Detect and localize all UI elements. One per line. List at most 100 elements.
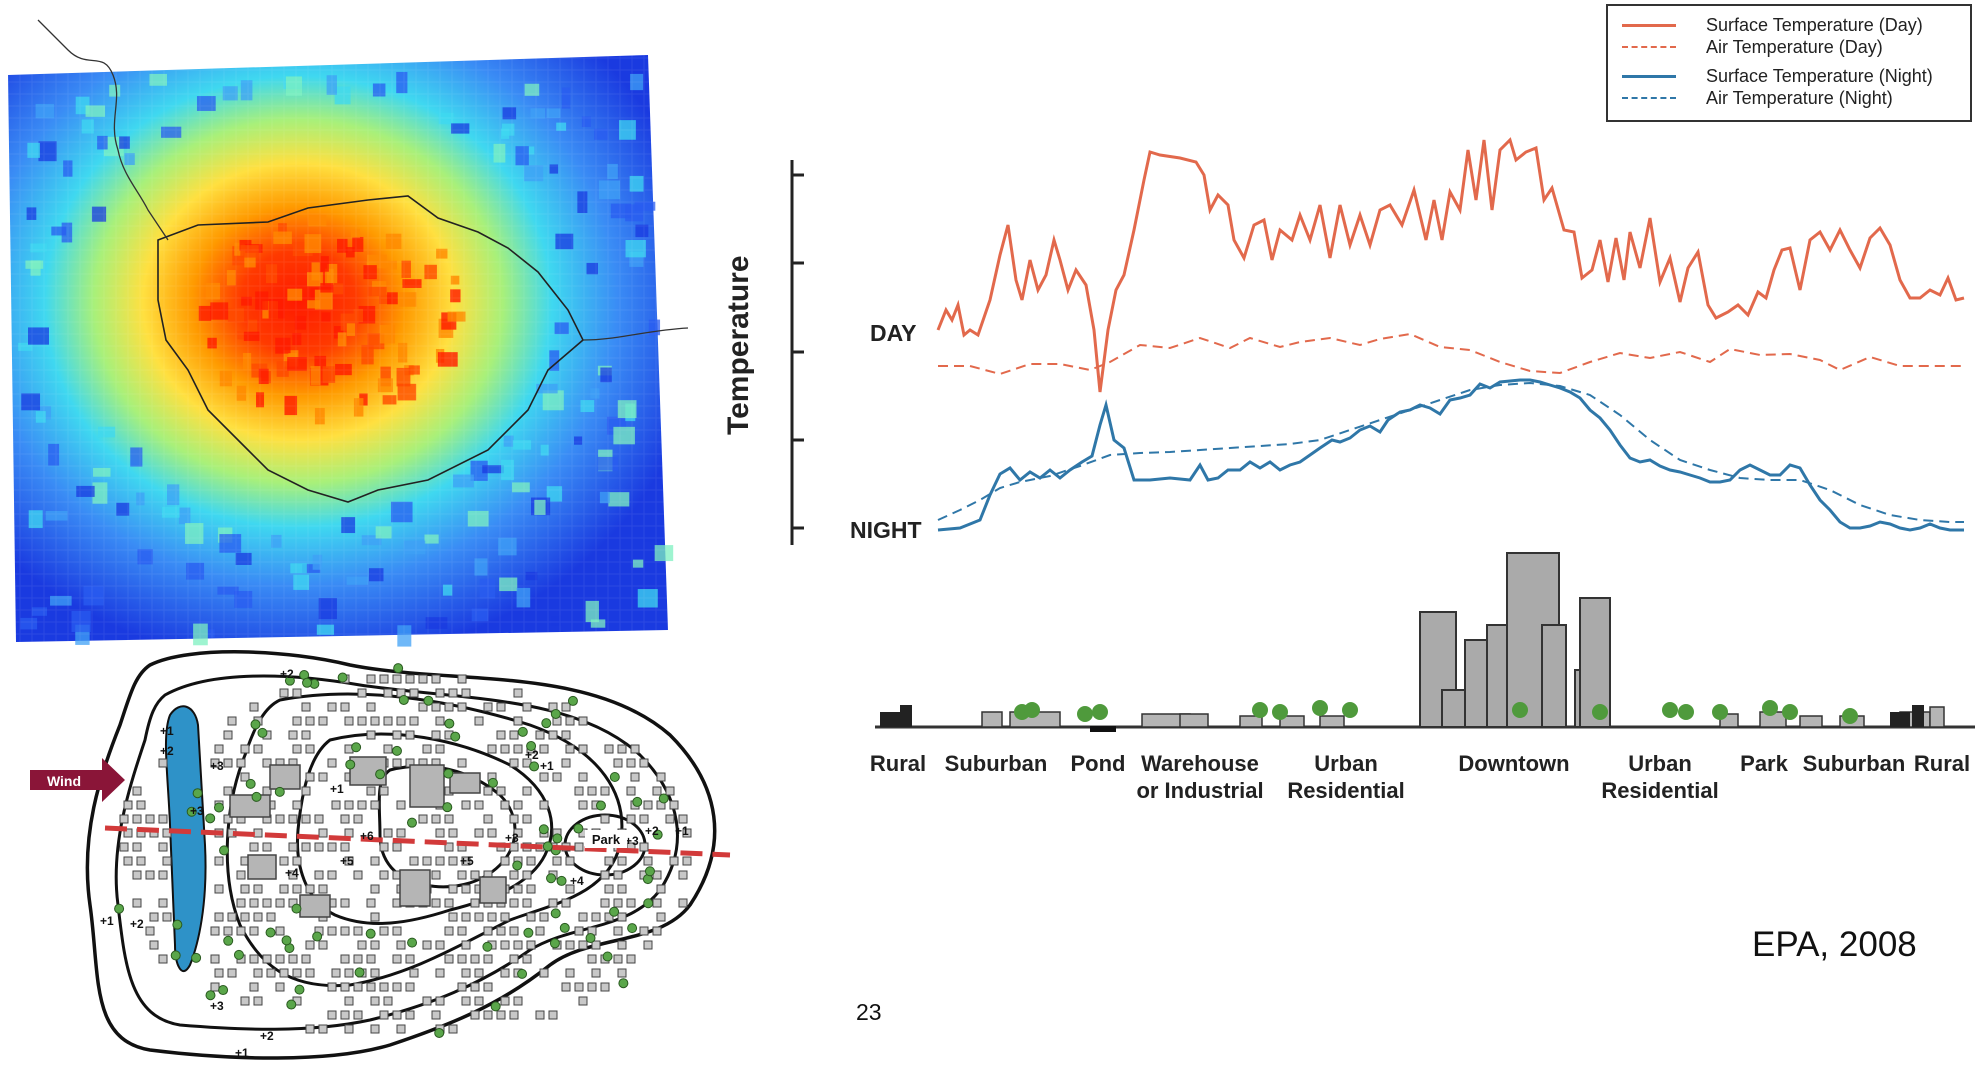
y-axis-label: Temperature [722,255,755,435]
legend-item-day-air: Air Temperature (Day) [1608,36,1970,58]
zone-label: Urban Residential [1601,751,1719,803]
skyline-tree [1092,704,1108,720]
urban-heat-island-contour-map: Wind +1 +2 +3 +4 +5 +6 +5 +4 +3 +2 +1 +3 +2 +1 +2 +1 +3 +… [30,645,750,1063]
skyline-building [1541,624,1567,728]
skyline-tree [1077,706,1093,722]
wind-arrow-icon [30,758,125,802]
skyline-small-building [1179,713,1209,728]
night-surface-temperature-line [937,378,1964,532]
zone-label: Rural [1913,751,1971,776]
night-label: NIGHT [850,517,922,543]
legend-swatch [1622,97,1676,99]
isotherm-label: +1 [675,824,689,838]
skyline-tree [1342,702,1358,718]
isotherm-label: +5 [460,854,474,868]
isotherm-label: +2 [280,667,294,681]
zone-label: Suburban [1802,751,1906,776]
zone-label: Rural [869,751,927,776]
skyline-small-building [981,711,1003,728]
skyline-tree [1252,702,1268,718]
skyline-small-building [1239,715,1263,728]
isotherm-label: +3 [210,999,224,1013]
legend-swatch [1622,24,1676,27]
isotherm-label: +3 [210,759,224,773]
skyline-small-building [1319,715,1345,728]
isotherm-label: +1 [330,782,344,796]
isotherm-label: +1 [235,1046,249,1060]
day-air-temperature-line [938,332,1964,376]
skyline-tree [1712,704,1728,720]
legend-item-night-surface: Surface Temperature (Night) [1608,65,1970,87]
skyline-building [1579,597,1611,728]
isotherm-label: +1 [100,914,114,928]
skyline-tree [1272,704,1288,720]
isotherm-label: +3 [505,831,519,845]
isotherm-label: +2 [130,917,144,931]
city-boundary-outline [157,195,584,503]
wind-label: Wind [47,773,81,789]
night-air-temperature-line [937,381,1964,523]
legend-swatch [1622,75,1676,78]
zone-label: Downtown [1458,751,1570,776]
isotherm-label: +3 [190,804,204,818]
skyline-tree [1782,704,1798,720]
skyline-small-building [1929,706,1945,728]
isotherm-label: +1 [160,724,174,738]
skyline-tree [1512,702,1528,718]
river-outline [37,19,169,241]
tree-dots [114,663,669,1038]
surface-temperature-heatmap [8,10,698,650]
isotherm-label: +4 [285,866,299,880]
skyline-farm-building [1890,712,1910,727]
profile-svg [790,137,1975,732]
heatmap-svg [8,19,689,647]
skyline-small-building [1799,715,1823,728]
transect-line [104,825,731,858]
zone-label: Suburban [944,751,1048,776]
legend-label: Air Temperature (Day) [1706,37,1883,57]
skyline-farm-building [900,705,912,727]
day-surface-temperature-line [936,137,1965,393]
temperature-profile-diagram: DAY NIGHT Rural Suburban Pond Warehouse or … [720,0,1981,820]
isotherm-label: +2 [525,748,539,762]
isotherm-label: +2 [260,1029,274,1043]
isotherm-label: +6 [360,829,374,843]
citation: EPA, 2008 [1752,925,1917,964]
pond-marker [1090,726,1116,732]
skyline-farm-building [1912,705,1924,727]
legend: Surface Temperature (Day) Air Temperatur… [1606,4,1972,122]
y-axis-ticks [792,173,804,530]
zone-label: Park [1740,751,1788,776]
skyline-tree [1592,704,1608,720]
legend-label: Air Temperature (Night) [1706,88,1893,108]
isotherm-label: +2 [645,824,659,838]
contour-svg: Wind +1 +2+3+4+5+6+5+4+3+2 +1+3+2+1+2+1+3+… [30,650,731,1060]
isotherm-label: +2 [160,744,174,758]
skyline-farm-building [880,712,900,727]
legend-label: Surface Temperature (Day) [1706,15,1923,35]
skyline-tree [1678,704,1694,720]
day-label: DAY [870,320,917,346]
zone-label: Urban Residential [1287,751,1405,803]
isotherm-label: +5 [340,854,354,868]
page-number: 23 [856,999,882,1025]
lake [164,705,207,973]
isotherm-label: +1 [540,759,554,773]
city-skyline [880,552,1945,732]
skyline-tree [1312,700,1328,716]
skyline-tree [1762,700,1778,716]
isotherm-label: +4 [570,874,584,888]
skyline-tree [1842,708,1858,724]
park-label: Park [592,832,621,847]
isotherm-label: +3 [625,834,639,848]
zone-label: Warehouse or Industrial [1136,751,1264,803]
skyline-tree [1024,702,1040,718]
legend-swatch [1622,46,1676,48]
wind-arrow: Wind [30,758,125,802]
skyline-small-building [1279,715,1305,728]
legend-label: Surface Temperature (Night) [1706,66,1933,86]
legend-item-day-surface: Surface Temperature (Day) [1608,14,1970,36]
isotherm-labels: +1 +2+3+4+5+6+5+4+3+2 +1+3+2+1+2+1+3+2+1+2… [100,667,689,1060]
zone-label: Pond [1070,751,1126,776]
legend-item-night-air: Air Temperature (Night) [1608,87,1970,109]
